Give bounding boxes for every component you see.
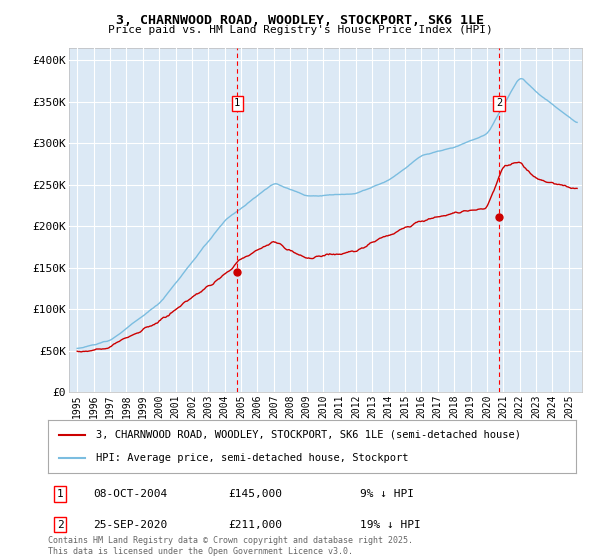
Text: 9% ↓ HPI: 9% ↓ HPI: [360, 489, 414, 499]
Text: Price paid vs. HM Land Registry's House Price Index (HPI): Price paid vs. HM Land Registry's House …: [107, 25, 493, 35]
Text: £211,000: £211,000: [228, 520, 282, 530]
Text: 19% ↓ HPI: 19% ↓ HPI: [360, 520, 421, 530]
Text: 1: 1: [234, 98, 241, 108]
Text: 3, CHARNWOOD ROAD, WOODLEY, STOCKPORT, SK6 1LE (semi-detached house): 3, CHARNWOOD ROAD, WOODLEY, STOCKPORT, S…: [95, 430, 521, 440]
Text: 2: 2: [496, 98, 502, 108]
Text: 1: 1: [56, 489, 64, 499]
Text: HPI: Average price, semi-detached house, Stockport: HPI: Average price, semi-detached house,…: [95, 453, 408, 463]
Text: 08-OCT-2004: 08-OCT-2004: [93, 489, 167, 499]
Text: 3, CHARNWOOD ROAD, WOODLEY, STOCKPORT, SK6 1LE: 3, CHARNWOOD ROAD, WOODLEY, STOCKPORT, S…: [116, 14, 484, 27]
Text: 25-SEP-2020: 25-SEP-2020: [93, 520, 167, 530]
Text: £145,000: £145,000: [228, 489, 282, 499]
Text: 2: 2: [56, 520, 64, 530]
Text: Contains HM Land Registry data © Crown copyright and database right 2025.
This d: Contains HM Land Registry data © Crown c…: [48, 536, 413, 556]
